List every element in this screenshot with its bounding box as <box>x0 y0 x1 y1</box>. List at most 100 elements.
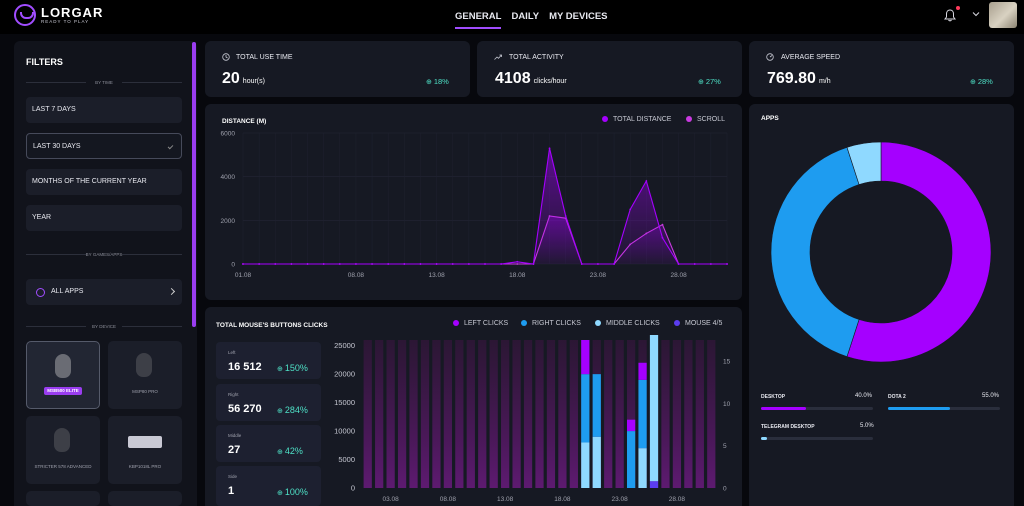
y-tick-label: 5000 <box>338 455 355 464</box>
device-label: MSP80 PRO <box>132 389 158 394</box>
data-point <box>419 263 422 265</box>
legend-dot <box>521 320 527 326</box>
y-tick-label: 20000 <box>334 370 355 379</box>
brand-logo[interactable]: LORGAR READY TO PLAY <box>14 4 103 26</box>
device-card[interactable] <box>108 491 182 506</box>
click-stat-value: 56 270 <box>228 403 262 415</box>
bar-background <box>489 340 498 488</box>
bar-background <box>512 340 521 488</box>
data-point <box>451 263 454 265</box>
stat-change: ⊕ 27% <box>698 77 721 86</box>
x-tick-label: 13.08 <box>497 496 514 503</box>
apps-donut-chart[interactable] <box>749 104 1014 394</box>
donut-slice-dota-2 <box>846 141 992 363</box>
bar-right-clicks <box>638 379 647 449</box>
legend-right-clicks[interactable]: RIGHT CLICKS <box>521 320 581 327</box>
bar-right-clicks <box>592 374 601 437</box>
stat-label: TOTAL USE TIME <box>236 54 293 61</box>
app-bar-desktop <box>761 407 873 410</box>
mouse-icon <box>54 428 70 452</box>
device-label: KBP1018L PRO <box>128 464 162 469</box>
app-bar-fill <box>761 437 767 440</box>
filter-last-7-days[interactable]: LAST 7 DAYS <box>26 97 182 123</box>
filter-months-current-year[interactable]: MONTHS OF THE CURRENT YEAR <box>26 169 182 195</box>
by-device-label: BY DEVICE <box>92 324 116 329</box>
x-tick-label: 23.08 <box>590 272 607 279</box>
apps-title: APPS <box>761 115 779 122</box>
data-point <box>322 263 325 265</box>
bar-middle-clicks <box>649 335 659 482</box>
x-tick-label: 28.08 <box>669 496 686 503</box>
click-stat-value: 27 <box>228 444 241 456</box>
filter-label: YEAR <box>32 214 52 221</box>
brand-tagline: READY TO PLAY <box>41 18 90 24</box>
stat-card-average-speed <box>749 41 1014 97</box>
data-point <box>516 260 519 263</box>
legend-scroll[interactable]: SCROLL <box>686 116 725 123</box>
x-tick-label: 03.08 <box>382 496 399 503</box>
click-stat-change: ⊕ 100% <box>277 487 308 497</box>
y-tick-label: 2000 <box>221 218 236 225</box>
filter-year[interactable]: YEAR <box>26 205 182 231</box>
click-stat-left: Left 16 512 ⊕ 150% <box>216 342 321 379</box>
stat-change-value: 18% <box>433 77 449 86</box>
data-point <box>355 263 357 265</box>
bar-right-clicks <box>626 431 636 488</box>
device-stricter-578-advanced[interactable]: STRICTER 578 ADVANCED <box>26 416 100 484</box>
nav-tab-daily[interactable]: DAILY <box>511 11 540 22</box>
click-stat-change-value: 42% <box>284 446 303 456</box>
legend-left-clicks[interactable]: LEFT CLICKS <box>453 320 508 327</box>
stat-change: ⊕ 28% <box>970 77 993 86</box>
by-time-label: BY TIME <box>95 80 113 85</box>
filter-last-30-days[interactable]: LAST 30 DAYS <box>26 133 182 159</box>
avatar[interactable] <box>989 2 1017 28</box>
legend-middle-clicks[interactable]: MIDDLE CLICKS <box>595 320 660 327</box>
bar-background <box>615 340 624 488</box>
distance-title: DISTANCE (M) <box>222 118 267 125</box>
stat-card-total-use-time <box>205 41 470 97</box>
app-label-desktop: DESKTOP <box>761 394 786 400</box>
legend-total-distance[interactable]: TOTAL DISTANCE <box>602 116 671 123</box>
distance-chart[interactable]: 0 2000 4000 6000 01.08 08.08 13.08 18.08 23.08 28… <box>205 104 742 300</box>
nav-tab-general[interactable]: GENERAL <box>455 11 502 29</box>
clicks-title: TOTAL MOUSE'S BUTTONS CLICKS <box>216 322 328 329</box>
nav-tab-my-devices[interactable]: MY DEVICES <box>549 11 608 22</box>
bar-middle-clicks <box>638 448 647 488</box>
all-apps-button[interactable]: ALL APPS <box>26 279 182 305</box>
data-point <box>548 147 551 150</box>
bar-background <box>466 340 475 488</box>
y-tick-label: 10000 <box>334 427 355 436</box>
y-tick-label: 0 <box>231 262 235 269</box>
device-label: MSB500 ELITE <box>44 387 82 395</box>
click-stat-change-value: 284% <box>284 405 308 415</box>
device-card[interactable] <box>26 491 100 506</box>
stat-number: 20 <box>222 70 240 87</box>
data-point <box>580 263 583 265</box>
chevron-down-icon[interactable] <box>971 9 981 19</box>
by-device-divider: BY DEVICE <box>26 322 182 332</box>
bell-icon[interactable] <box>944 9 956 22</box>
data-point <box>645 180 648 182</box>
bar-background <box>501 340 510 488</box>
stat-label: AVERAGE SPEED <box>781 54 841 61</box>
legend-label: TOTAL DISTANCE <box>613 116 672 123</box>
click-stat-middle: Middle 27 ⊕ 42% <box>216 425 321 462</box>
device-kbp1018l-pro[interactable]: KBP1018L PRO <box>108 416 182 484</box>
lorgar-logo-icon <box>14 4 36 26</box>
bar-left-clicks <box>638 362 647 380</box>
device-msb500-elite[interactable]: MSB500 ELITE <box>26 341 100 409</box>
sidebar-scrollbar[interactable] <box>192 42 196 327</box>
clicks-chart[interactable]: 0 5000 10000 15000 20000 25000 0 5 10 15 03.08 08.0… <box>325 335 742 506</box>
app-label-telegram: TELEGRAM DESKTOP <box>761 424 815 430</box>
by-games-label: BY GAMES/APPS <box>85 252 123 257</box>
device-msp80-pro[interactable]: MSP80 PRO <box>108 341 182 409</box>
legend-mouse-4-5[interactable]: MOUSE 4/5 <box>674 320 722 327</box>
stat-change-value: 28% <box>977 77 993 86</box>
donut-slice-telegram-desktop <box>846 141 882 185</box>
x-tick-label: 28.08 <box>670 272 687 279</box>
x-tick-label: 08.08 <box>440 496 457 503</box>
bar-right-clicks <box>581 374 590 443</box>
bar-background <box>455 340 464 488</box>
legend-label: SCROLL <box>697 116 726 123</box>
stat-card-total-activity <box>477 41 742 97</box>
